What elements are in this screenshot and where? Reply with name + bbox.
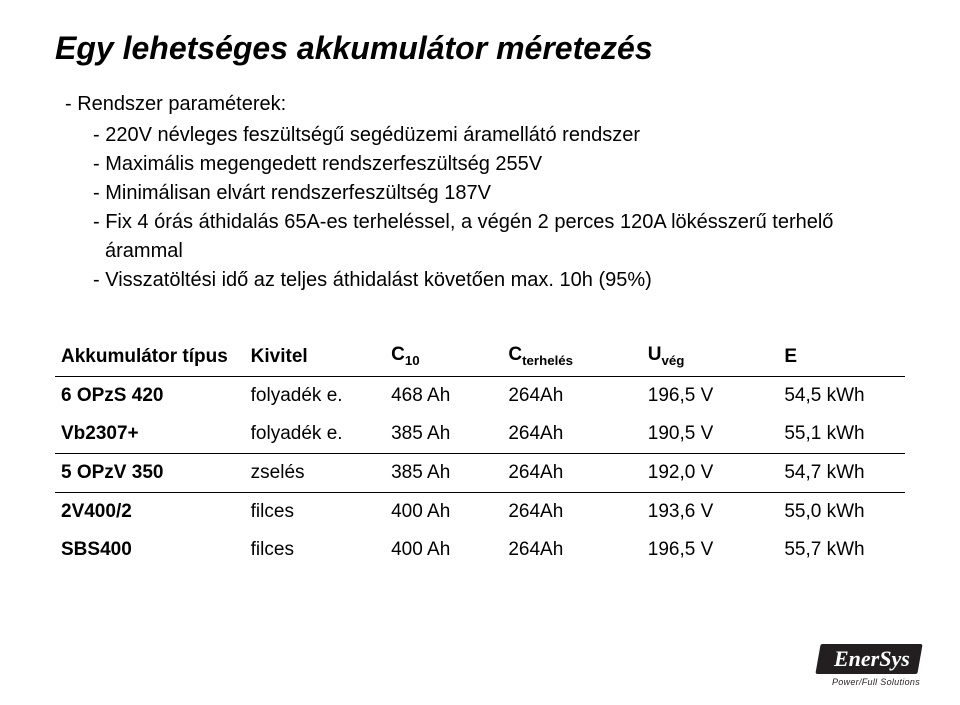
bullet-list: - Rendszer paraméterek: - 220V névleges …	[65, 91, 905, 294]
td-uveg: 192,0 V	[642, 453, 779, 492]
td-type: 2V400/2	[55, 492, 245, 531]
td-uveg: 190,5 V	[642, 415, 779, 454]
slide: Egy lehetséges akkumulátor méretezés - R…	[0, 0, 960, 705]
td-type: Vb2307+	[55, 415, 245, 454]
bullet-l2: - 220V névleges feszültségű segédüzemi á…	[93, 122, 905, 149]
td-c10: 385 Ah	[385, 453, 502, 492]
td-type: 5 OPzV 350	[55, 453, 245, 492]
td-c10: 400 Ah	[385, 492, 502, 531]
logo-tagline: Power/Full Solutions	[818, 677, 920, 687]
bullet-l2: - Maximális megengedett rendszerfeszülts…	[93, 151, 905, 178]
td-cth: 264Ah	[502, 376, 641, 415]
td-kiv: filces	[245, 492, 385, 531]
td-uveg: 196,5 V	[642, 531, 779, 569]
td-kiv: folyadék e.	[245, 415, 385, 454]
table-row: Vb2307+folyadék e.385 Ah264Ah190,5 V55,1…	[55, 415, 905, 454]
th-cterheles: Cterhelés	[502, 336, 641, 376]
logo-brand: EnerSys	[816, 644, 923, 674]
td-e: 54,7 kWh	[778, 453, 905, 492]
bullet-l2: - Fix 4 órás áthidalás 65A-es terhelésse…	[93, 209, 905, 236]
td-c10: 400 Ah	[385, 531, 502, 569]
td-kiv: folyadék e.	[245, 376, 385, 415]
th-c10: C10	[385, 336, 502, 376]
th-cth-sub: terhelés	[522, 353, 573, 368]
th-uveg-sub: vég	[662, 353, 685, 368]
table-row: 6 OPzS 420folyadék e.468 Ah264Ah196,5 V5…	[55, 376, 905, 415]
td-e: 54,5 kWh	[778, 376, 905, 415]
td-cth: 264Ah	[502, 453, 641, 492]
td-kiv: zselés	[245, 453, 385, 492]
td-e: 55,0 kWh	[778, 492, 905, 531]
th-uveg-label: U	[648, 344, 662, 365]
td-cth: 264Ah	[502, 492, 641, 531]
bullet-l1: - Rendszer paraméterek:	[65, 91, 905, 118]
td-cth: 264Ah	[502, 415, 641, 454]
th-c10-label: C	[391, 344, 405, 365]
bullet-l2: - Visszatöltési idő az teljes áthidalást…	[93, 267, 905, 294]
th-e: E	[778, 336, 905, 376]
td-type: SBS400	[55, 531, 245, 569]
td-c10: 468 Ah	[385, 376, 502, 415]
td-uveg: 196,5 V	[642, 376, 779, 415]
td-type: 6 OPzS 420	[55, 376, 245, 415]
td-c10: 385 Ah	[385, 415, 502, 454]
bullet-l2: - Minimálisan elvárt rendszerfeszültség …	[93, 180, 905, 207]
table-row: 2V400/2filces400 Ah264Ah193,6 V55,0 kWh	[55, 492, 905, 531]
th-c10-sub: 10	[405, 353, 420, 368]
bullet-l2-cont: árammal	[105, 238, 905, 265]
battery-table-wrap: Akkumulátor típus Kivitel C10 Cterhelés …	[55, 336, 905, 569]
table-row: SBS400filces400 Ah264Ah196,5 V55,7 kWh	[55, 531, 905, 569]
td-e: 55,1 kWh	[778, 415, 905, 454]
th-cth-label: C	[508, 344, 522, 365]
table-header-row: Akkumulátor típus Kivitel C10 Cterhelés …	[55, 336, 905, 376]
logo-brand-text: EnerSys	[834, 646, 910, 672]
th-type: Akkumulátor típus	[55, 336, 245, 376]
battery-table: Akkumulátor típus Kivitel C10 Cterhelés …	[55, 336, 905, 569]
logo: EnerSys Power/Full Solutions	[818, 644, 920, 687]
td-e: 55,7 kWh	[778, 531, 905, 569]
td-uveg: 193,6 V	[642, 492, 779, 531]
td-kiv: filces	[245, 531, 385, 569]
table-body: 6 OPzS 420folyadék e.468 Ah264Ah196,5 V5…	[55, 376, 905, 569]
slide-title: Egy lehetséges akkumulátor méretezés	[55, 30, 905, 67]
th-uveg: Uvég	[642, 336, 779, 376]
table-row: 5 OPzV 350zselés385 Ah264Ah192,0 V54,7 k…	[55, 453, 905, 492]
td-cth: 264Ah	[502, 531, 641, 569]
th-kivitel: Kivitel	[245, 336, 385, 376]
